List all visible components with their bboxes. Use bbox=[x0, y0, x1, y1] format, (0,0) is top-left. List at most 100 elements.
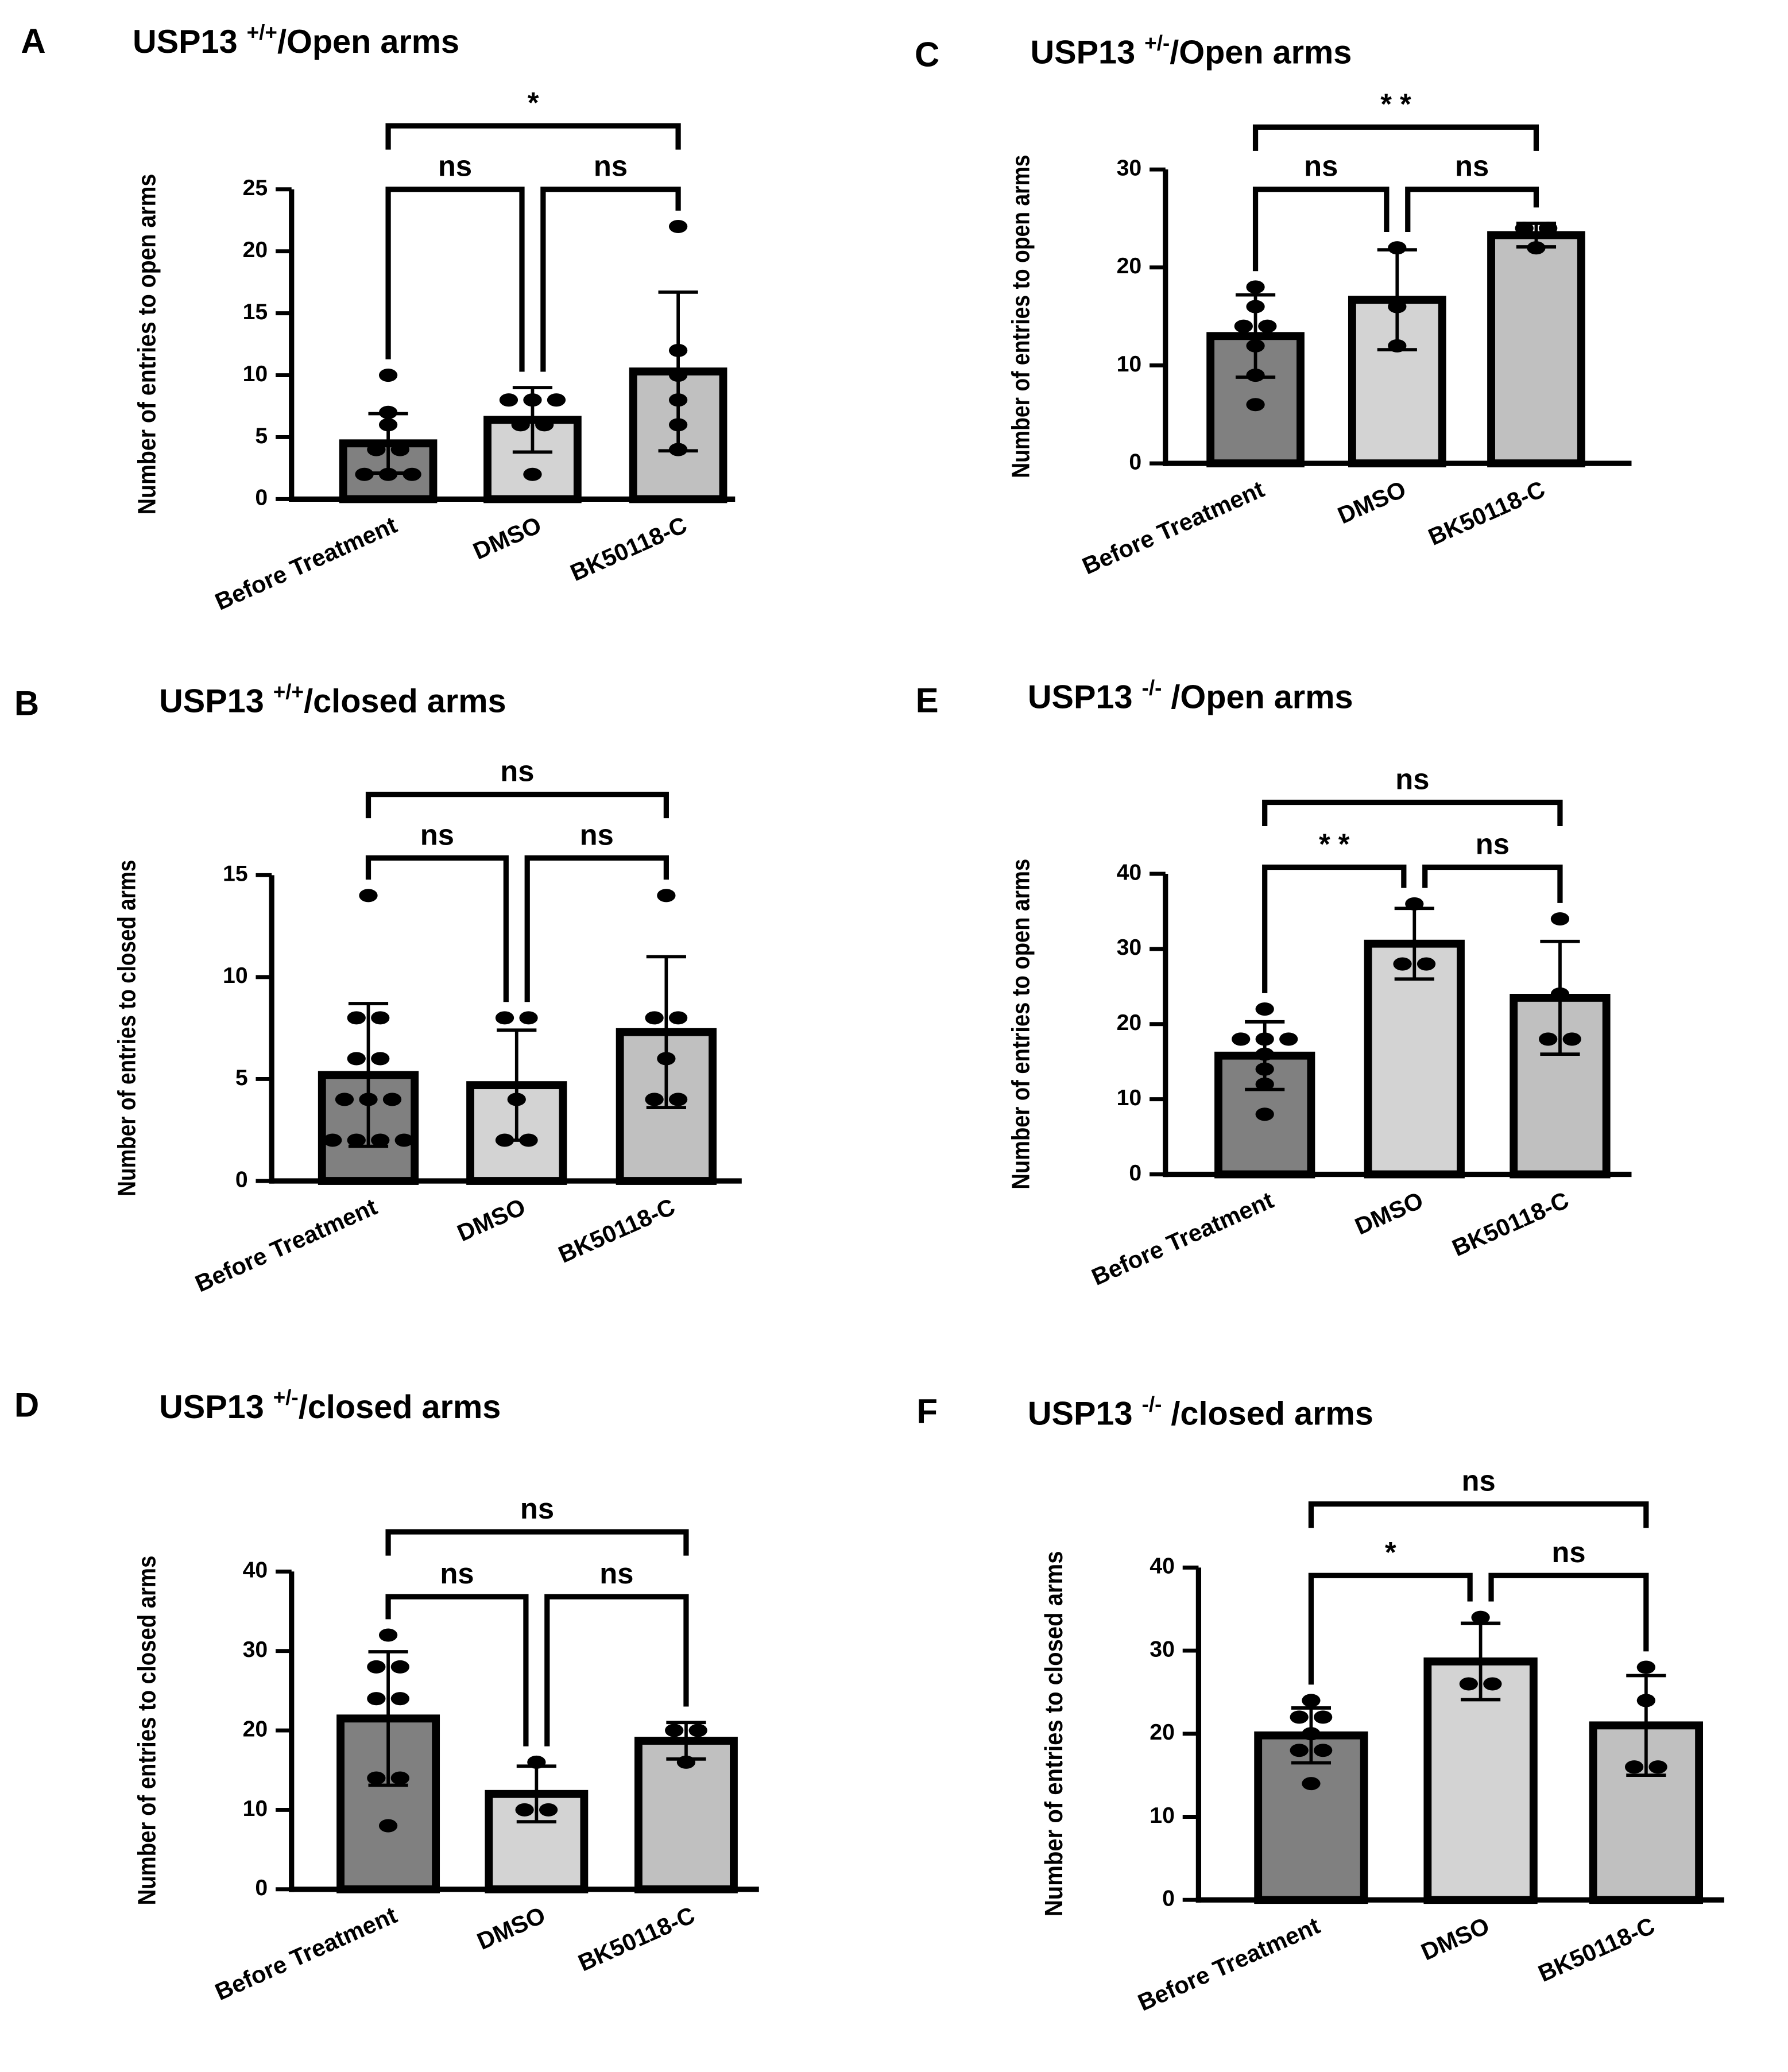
data-point bbox=[378, 405, 398, 419]
panel-letter: C bbox=[915, 35, 939, 73]
data-point bbox=[547, 393, 566, 407]
y-tick-label: 10 bbox=[243, 1796, 268, 1821]
y-tick-label: 40 bbox=[243, 1558, 268, 1583]
significance-label: ns bbox=[520, 1492, 554, 1525]
significance-bracket bbox=[1262, 799, 1563, 826]
data-point bbox=[657, 1052, 676, 1066]
data-point bbox=[1246, 280, 1265, 294]
x-tick-label: Before Treatment bbox=[1134, 1912, 1324, 2016]
data-point bbox=[668, 418, 688, 432]
title-superscript: +/+ bbox=[273, 680, 304, 704]
x-tick-label: DMSO bbox=[453, 1193, 529, 1247]
data-point bbox=[1246, 398, 1265, 412]
x-tick-label: BK50118-C bbox=[1534, 1912, 1659, 1987]
data-point bbox=[499, 393, 518, 407]
data-point bbox=[1539, 1032, 1558, 1046]
data-point bbox=[668, 369, 688, 382]
data-point bbox=[668, 343, 688, 357]
significance-label: * * bbox=[1319, 827, 1350, 860]
data-point bbox=[668, 1011, 688, 1025]
title-suffix: /Open arms bbox=[277, 24, 459, 60]
title-suffix: /closed arms bbox=[299, 1389, 501, 1426]
data-point bbox=[378, 1628, 398, 1642]
y-axis-label: Number of entries to open arms bbox=[1007, 859, 1035, 1190]
panel-letter: E bbox=[916, 681, 939, 720]
data-point bbox=[1388, 300, 1407, 313]
data-point bbox=[511, 418, 530, 432]
x-tick-label: DMSO bbox=[469, 511, 545, 565]
data-point bbox=[403, 467, 421, 481]
significance-label: ns bbox=[1551, 1536, 1585, 1568]
y-tick-label: 25 bbox=[243, 176, 268, 200]
data-point bbox=[645, 1011, 664, 1025]
y-tick-label: 5 bbox=[235, 1066, 248, 1090]
data-point bbox=[668, 393, 688, 407]
x-tick-label: DMSO bbox=[1334, 475, 1410, 529]
data-point bbox=[378, 467, 398, 481]
data-point bbox=[668, 219, 688, 234]
data-point bbox=[495, 1011, 514, 1025]
data-point bbox=[1636, 1694, 1655, 1707]
title-suffix: /closed arms bbox=[304, 683, 506, 720]
y-tick-label: 15 bbox=[243, 300, 268, 324]
y-tick-label: 5 bbox=[255, 424, 268, 448]
data-point bbox=[1232, 1032, 1251, 1046]
data-point bbox=[1471, 1610, 1490, 1624]
panel-letter: F bbox=[916, 1392, 938, 1431]
title-main: USP13 bbox=[159, 683, 273, 720]
y-tick-label: 10 bbox=[1117, 352, 1142, 377]
data-point bbox=[1562, 1032, 1581, 1046]
y-axis-label: Number of entries to closed arms bbox=[113, 860, 141, 1196]
data-point bbox=[1302, 1777, 1321, 1791]
data-point bbox=[359, 1093, 378, 1106]
significance-bracket bbox=[524, 855, 669, 1002]
y-tick-label: 10 bbox=[1150, 1803, 1175, 1828]
panel-title: USP13 -/- /closed arms bbox=[1028, 1392, 1373, 1432]
data-point bbox=[657, 889, 676, 903]
y-tick-label: 30 bbox=[243, 1637, 268, 1662]
significance-label: ns bbox=[580, 818, 614, 851]
significance-bracket bbox=[385, 123, 681, 150]
y-axis-label: Number of entries to open arms bbox=[1007, 155, 1035, 478]
significance-bracket bbox=[1252, 187, 1390, 272]
data-point bbox=[1290, 1744, 1309, 1757]
bar bbox=[634, 1737, 738, 1893]
title-superscript: +/+ bbox=[247, 21, 277, 44]
x-tick-label: Before Treatment bbox=[1087, 1186, 1278, 1291]
title-main: USP13 bbox=[1028, 1395, 1142, 1432]
significance-bracket bbox=[540, 187, 681, 372]
y-tick-label: 0 bbox=[255, 486, 268, 510]
data-point bbox=[390, 1692, 409, 1706]
y-tick-label: 20 bbox=[243, 238, 268, 262]
data-point bbox=[1246, 339, 1265, 353]
data-point bbox=[1255, 1032, 1274, 1046]
significance-label: ns bbox=[1462, 1465, 1496, 1497]
data-point bbox=[359, 889, 378, 903]
significance-bracket bbox=[1488, 1573, 1649, 1652]
bar bbox=[1487, 231, 1585, 468]
data-point bbox=[1279, 1032, 1298, 1046]
data-point bbox=[1527, 241, 1546, 255]
y-tick-label: 0 bbox=[1129, 1161, 1141, 1186]
data-point bbox=[347, 1052, 366, 1066]
x-tick-label: BK50118-C bbox=[1424, 475, 1549, 551]
data-point bbox=[367, 1660, 386, 1674]
significance-label: ns bbox=[1476, 827, 1510, 860]
y-tick-label: 0 bbox=[1129, 450, 1141, 474]
y-tick-label: 20 bbox=[1150, 1720, 1175, 1745]
data-point bbox=[1648, 1760, 1667, 1774]
data-point bbox=[367, 1771, 386, 1785]
data-point bbox=[519, 1011, 538, 1025]
y-tick-label: 0 bbox=[1162, 1887, 1175, 1911]
title-suffix: /Open arms bbox=[1162, 679, 1353, 716]
y-tick-label: 40 bbox=[1150, 1554, 1175, 1579]
y-tick-label: 0 bbox=[255, 1876, 268, 1900]
x-tick-label: Before Treatment bbox=[211, 1901, 401, 2005]
data-point bbox=[1255, 1047, 1274, 1061]
title-main: USP13 bbox=[133, 24, 247, 60]
data-point bbox=[1417, 957, 1436, 971]
x-tick-label: BK50118-C bbox=[1448, 1186, 1573, 1261]
title-superscript: +/- bbox=[1144, 32, 1170, 55]
x-tick-label: DMSO bbox=[473, 1901, 549, 1955]
data-point bbox=[390, 1660, 409, 1674]
